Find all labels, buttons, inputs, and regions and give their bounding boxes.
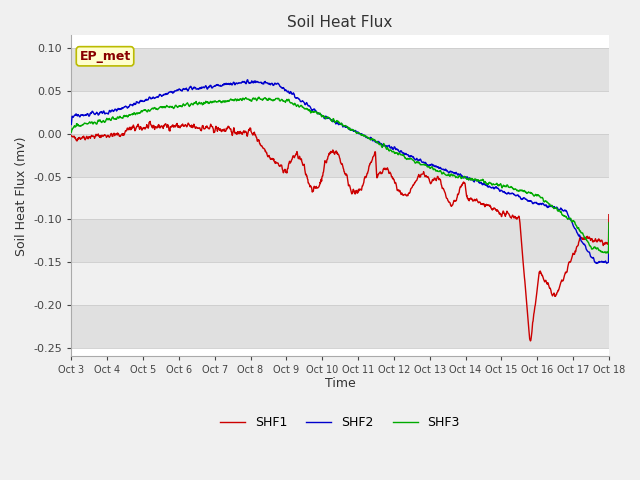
SHF2 bbox=[67, 121, 75, 127]
SHF3 bbox=[247, 98, 255, 104]
SHF2 bbox=[174, 87, 182, 93]
SHF1 bbox=[424, 174, 431, 180]
Y-axis label: Soil Heat Flux (mv): Soil Heat Flux (mv) bbox=[15, 136, 28, 255]
SHF2 bbox=[424, 162, 431, 168]
SHF1 bbox=[605, 212, 612, 217]
Bar bbox=[71, 262, 609, 305]
Bar bbox=[71, 219, 609, 262]
SHF3 bbox=[174, 105, 182, 110]
Text: EP_met: EP_met bbox=[79, 50, 131, 63]
SHF2 bbox=[187, 84, 195, 89]
SHF1 bbox=[174, 123, 182, 129]
SHF2 bbox=[593, 261, 601, 266]
SHF3 bbox=[605, 250, 612, 256]
SHF3 bbox=[424, 164, 431, 170]
Bar bbox=[71, 305, 609, 348]
SHF1 bbox=[67, 133, 75, 139]
SHF1 bbox=[494, 208, 502, 214]
Bar bbox=[71, 134, 609, 177]
SHF3 bbox=[494, 182, 502, 188]
SHF3 bbox=[187, 101, 195, 107]
X-axis label: Time: Time bbox=[324, 377, 355, 390]
SHF3 bbox=[255, 94, 262, 100]
SHF3 bbox=[541, 198, 549, 204]
SHF2 bbox=[541, 203, 549, 209]
Bar bbox=[71, 48, 609, 91]
SHF1 bbox=[542, 277, 550, 283]
SHF2 bbox=[248, 80, 255, 85]
SHF2 bbox=[244, 77, 252, 83]
Legend: SHF1, SHF2, SHF3: SHF1, SHF2, SHF3 bbox=[215, 411, 465, 434]
SHF3 bbox=[605, 220, 612, 226]
SHF1 bbox=[188, 124, 195, 130]
Line: SHF1: SHF1 bbox=[71, 121, 609, 341]
Bar bbox=[71, 91, 609, 134]
SHF1 bbox=[147, 119, 154, 124]
SHF1 bbox=[248, 129, 255, 135]
Bar bbox=[71, 177, 609, 219]
Line: SHF3: SHF3 bbox=[71, 97, 609, 253]
Title: Soil Heat Flux: Soil Heat Flux bbox=[287, 15, 393, 30]
SHF3 bbox=[67, 129, 75, 135]
SHF1 bbox=[527, 338, 534, 344]
SHF2 bbox=[494, 186, 502, 192]
Line: SHF2: SHF2 bbox=[71, 80, 609, 264]
SHF2 bbox=[605, 227, 612, 233]
